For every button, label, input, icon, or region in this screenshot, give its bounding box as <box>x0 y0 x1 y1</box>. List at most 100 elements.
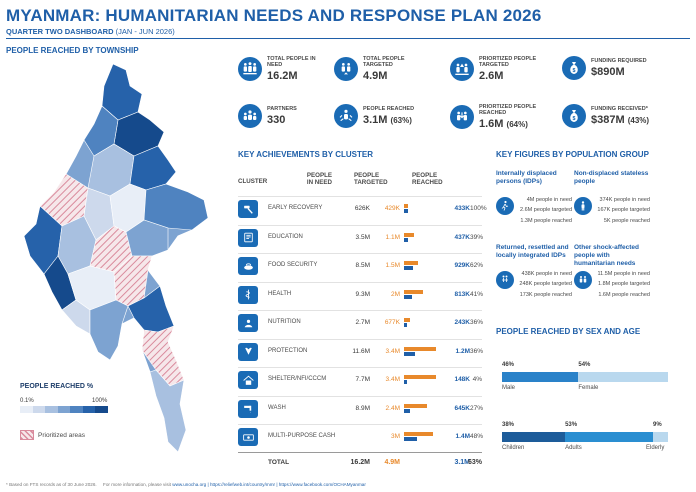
group-values: 438K people in need 248K people targeted… <box>514 269 572 300</box>
targeted-bar <box>404 289 423 294</box>
sex-age-heading: PEOPLE REACHED BY SEX AND AGE <box>496 327 641 336</box>
cluster-pin: 9.3M <box>355 290 370 298</box>
kpi-value: 4.9M <box>363 69 425 82</box>
cluster-pin: 626K <box>354 205 370 212</box>
age-pct: 38% <box>502 422 515 428</box>
sex-label: Female <box>578 385 599 391</box>
group-title: Internally displaced persons (IDPs) <box>496 170 557 185</box>
kpi-label: FUNDING REQUIRED <box>591 58 647 65</box>
svg-text:$: $ <box>573 116 576 122</box>
kpi-card: PEOPLE REACHED 3.1M (63%) <box>334 104 425 128</box>
prioritized-area-swatch <box>20 430 34 440</box>
kpi-label: PEOPLE REACHED <box>363 106 415 113</box>
population-group: Internally displaced persons (IDPs) 4M p… <box>496 170 572 226</box>
cluster-pin: 7.7M <box>355 376 370 383</box>
returnee-icon <box>496 271 514 289</box>
money-received-icon-glyph: $ <box>570 110 578 122</box>
subtitle-range: (JAN - JUN 2026) <box>115 27 175 36</box>
cluster-row: PROTECTION 11.6M 3.4M 1.2M 36% <box>238 338 483 363</box>
kpi-text: PARTNERS 330 <box>267 106 329 125</box>
cluster-pct: 62% <box>470 262 484 269</box>
cluster-name: EDUCATION <box>268 233 303 240</box>
page-title: MYANMAR: HUMANITARIAN NEEDS AND RESPONSE… <box>6 6 542 25</box>
people-reached-icon <box>334 104 358 128</box>
kpi-card: $ FUNDING RECEIVED* $387M (43%) <box>562 104 653 128</box>
age-pct: 9% <box>653 422 662 428</box>
kpi-card: $ FUNDING REQUIRED $890M <box>562 56 653 80</box>
cluster-pct: 48% <box>470 433 484 440</box>
cluster-targeted: 677K <box>384 319 400 326</box>
priority-people-icon <box>450 56 474 81</box>
total-label: TOTAL <box>268 459 290 466</box>
age-label: Adults <box>565 445 582 451</box>
kpi-label: TOTAL PEOPLE IN NEED <box>267 56 316 69</box>
targeted-bar <box>404 346 437 351</box>
cluster-targeted: 429K <box>384 205 400 212</box>
kpi-card: PRIORTIZED PEOPLE REACHED 1.6M (64%) <box>450 104 541 130</box>
targeted-bar <box>404 318 411 322</box>
svg-text:$: $ <box>573 68 576 74</box>
cluster-targeted: 3M <box>390 433 400 440</box>
col-pin: PEOPLE IN NEED <box>300 172 332 186</box>
partners-icon-glyph <box>243 110 257 120</box>
cluster-targeted: 2.4M <box>385 404 400 412</box>
kpi-text: PRIORTIZED PEOPLE REACHED 1.6M (64%) <box>479 104 541 130</box>
group-body: 374K people in need 167K people targeted… <box>574 195 650 226</box>
priority-people-icon-glyph <box>455 63 469 75</box>
kpi-text: FUNDING REQUIRED $890M <box>591 58 653 77</box>
targeted-bar <box>404 375 437 379</box>
cash-icon <box>238 428 258 446</box>
cluster-reached: 148K <box>454 376 470 383</box>
total-pin: 16.2M <box>350 459 370 466</box>
kpi-card: TOTAL PEOPLE IN NEED 16.2M <box>238 56 329 82</box>
kpi-number: 2.6M <box>479 69 504 82</box>
age-bar-segment <box>653 432 668 442</box>
kpi-number: 4.9M <box>363 69 388 82</box>
targeted-bar <box>404 403 427 408</box>
reached-bar <box>404 237 409 242</box>
cluster-pct: 27% <box>470 404 484 412</box>
cluster-name: SHELTER/NFI/CCCM <box>268 376 327 382</box>
map-region-ayeyarwady <box>89 299 129 361</box>
population-group: Non-displaced stateless people 374K peop… <box>574 170 650 226</box>
cluster-row: EARLY RECOVERY 626K 429K 433K 100% <box>238 196 487 220</box>
water-tap-icon <box>238 399 258 418</box>
shelter-icon <box>238 371 258 389</box>
nutrition-icon-glyph <box>244 319 252 327</box>
cluster-row: WASH 8.9M 2.4M 645K 27% <box>238 395 484 420</box>
cluster-row: EDUCATION 3.5M 1.1M 437K 39% <box>238 224 483 249</box>
legend-step <box>20 406 33 413</box>
cluster-row: MULTI-PURPOSE CASH 3M 1.4M 48% <box>238 424 484 448</box>
footer-links[interactable]: www.unocha.org | https://reliefweb.int/c… <box>172 482 366 487</box>
kpi-pct: (63%) <box>390 115 412 125</box>
cluster-pin: 11.6M <box>352 347 370 355</box>
kpi-label: TOTAL PEOPLE TARGETED <box>363 56 405 69</box>
health-icon <box>238 285 258 304</box>
people-group-icon <box>238 56 262 81</box>
total-pct: 63% <box>467 459 482 466</box>
shock-affected-icon <box>574 271 592 289</box>
legend-step <box>95 406 109 413</box>
reached-bar <box>404 437 418 441</box>
group-values: 11.5M people in need 1.8M people targete… <box>592 269 651 300</box>
targeted-bar <box>404 261 419 265</box>
cluster-row: SHELTER/NFI/CCCM 7.7M 3.4M 148K 4% <box>238 367 482 391</box>
cluster-row: FOOD SECURITY 8.5M 1.5M 929K 62% <box>238 253 484 277</box>
legend-step <box>82 406 96 413</box>
col-reached: PEOPLE REACHED <box>412 172 443 186</box>
map-heading: PEOPLE REACHED BY TOWNSHIP <box>6 46 139 55</box>
col-reached-line2: REACHED <box>412 179 443 187</box>
group-body: 4M people in need 2.6M people targeted 1… <box>496 195 572 226</box>
cluster-reached: 1.4M <box>455 433 470 440</box>
protection-icon-glyph <box>244 347 252 355</box>
sex-pct: 46% <box>502 362 515 368</box>
kpi-pct: (64%) <box>506 119 528 129</box>
idp-icon-glyph <box>501 200 509 211</box>
total-reached: 3.1M <box>454 459 470 466</box>
cash-icon-glyph <box>242 433 254 441</box>
cluster-name: PROTECTION <box>268 347 308 354</box>
cluster-total-row: TOTAL 16.2M 4.9M 3.1M 63% <box>238 452 482 470</box>
subtitle-label: QUARTER TWO DASHBOARD <box>6 27 114 36</box>
cluster-targeted: 3.4M <box>385 376 400 383</box>
reached-bar <box>404 351 416 356</box>
